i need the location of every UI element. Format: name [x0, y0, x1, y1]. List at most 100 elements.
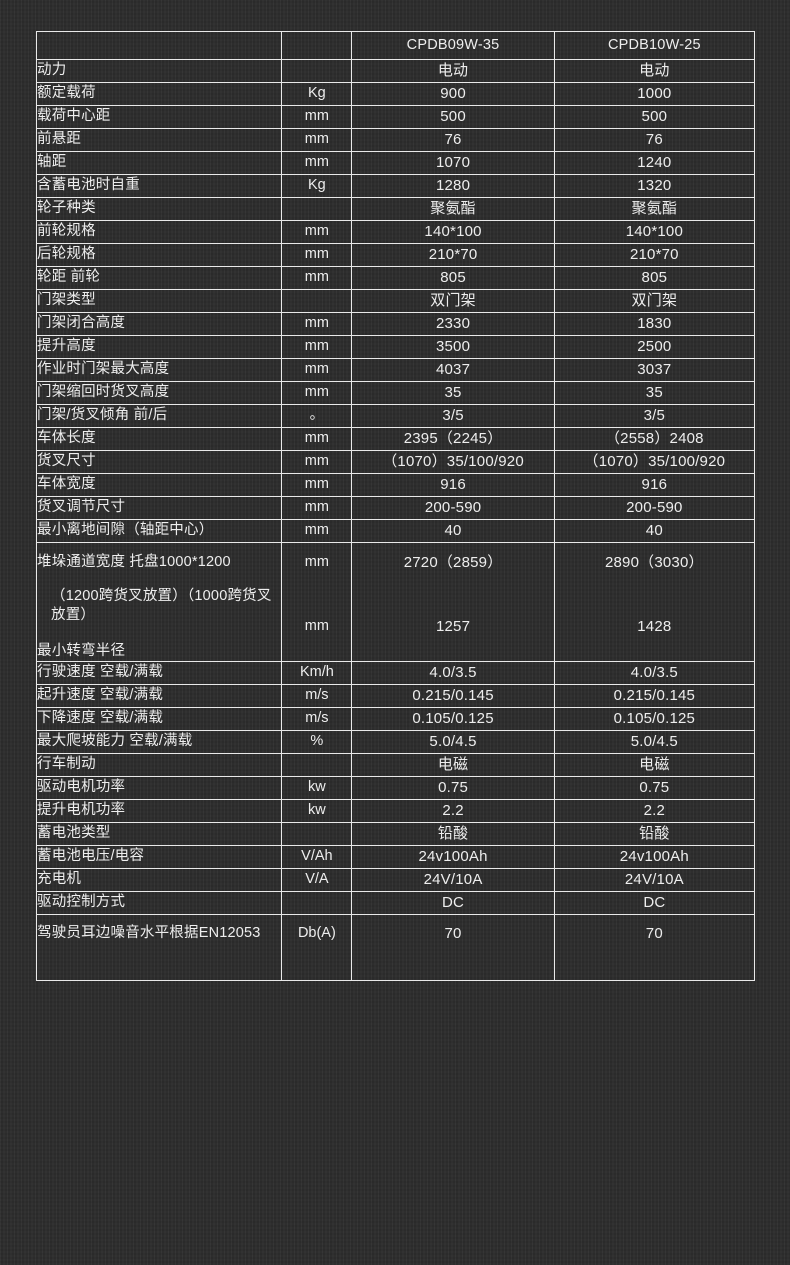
- row-value-model-1-tail-3: 5.0/4.5: [351, 730, 555, 755]
- row-label-11: 门架闭合高度: [35, 312, 283, 336]
- aisle-value-model-1: 2720（2859） 1257: [351, 541, 555, 663]
- row-value-model-2-tail-3: 5.0/4.5: [553, 730, 756, 755]
- row-unit-tail-10: [281, 891, 353, 916]
- row-unit-0: [281, 59, 353, 83]
- row-unit-20: mm: [281, 519, 353, 543]
- row-value-model-2-7: 140*100: [553, 220, 756, 244]
- table-row: 门架类型 双门架 双门架: [35, 289, 756, 313]
- row-label-tail-4: 行车制动: [35, 753, 283, 778]
- row-value-model-1-11: 2330: [351, 312, 555, 336]
- row-value-model-1-tail-9: 24V/10A: [351, 868, 555, 893]
- aisle-label-line-1: 堆垛通道宽度 托盘1000*1200: [37, 554, 231, 570]
- table-row: 货叉尺寸 mm （1070）35/100/920 （1070）35/100/920: [35, 450, 756, 474]
- row-value-model-1-tail-7: 铅酸: [351, 822, 555, 847]
- row-label-tail-6: 提升电机功率: [35, 799, 283, 824]
- table-row-aisle-width: 堆垛通道宽度 托盘1000*1200 （1200跨货叉放置）（1000跨货叉放置）…: [35, 541, 756, 663]
- row-value-model-1-7: 140*100: [351, 220, 555, 244]
- aisle-v1-line-1: 2720（2859）: [403, 554, 503, 571]
- row-unit-3: mm: [281, 128, 353, 152]
- row-value-model-2-15: 3/5: [553, 404, 756, 428]
- row-unit-tail-7: [281, 822, 353, 847]
- row-value-model-1-tail-0: 4.0/3.5: [351, 661, 555, 686]
- aisle-unit-line-1: mm: [304, 554, 329, 570]
- row-value-model-2-4: 1240: [553, 151, 756, 175]
- row-label-15: 门架/货叉倾角 前/后: [35, 404, 283, 428]
- table-row: 轮子种类 聚氨酯 聚氨酯: [35, 197, 756, 221]
- row-value-model-1-6: 聚氨酯: [351, 197, 555, 221]
- row-value-model-1-tail-5: 0.75: [351, 776, 555, 801]
- row-value-model-2-11: 1830: [553, 312, 756, 336]
- row-unit-tail-4: [281, 753, 353, 778]
- row-value-model-2-13: 3037: [553, 358, 756, 382]
- row-unit-tail-5: kw: [281, 776, 353, 801]
- row-label-6: 轮子种类: [35, 197, 283, 221]
- row-value-model-1-1: 900: [351, 82, 555, 106]
- row-label-tail-10: 驱动控制方式: [35, 891, 283, 916]
- row-label-4: 轴距: [35, 151, 283, 175]
- row-unit-11: mm: [281, 312, 353, 336]
- table-row: 蓄电池电压/电容 V/Ah 24v100Ah 24v100Ah: [35, 845, 756, 870]
- row-value-model-1-5: 1280: [351, 174, 555, 198]
- table-row: 提升电机功率 kw 2.2 2.2: [35, 799, 756, 824]
- row-label-13: 作业时门架最大高度: [35, 358, 283, 382]
- table-row: 提升高度 mm 3500 2500: [35, 335, 756, 359]
- row-value-model-2-17: （1070）35/100/920: [553, 450, 756, 474]
- row-value-model-2-9: 805: [553, 266, 756, 290]
- row-value-model-1-10: 双门架: [351, 289, 555, 313]
- row-unit-tail-0: Km/h: [281, 661, 353, 686]
- row-value-model-2-tail-6: 2.2: [553, 799, 756, 824]
- row-value-model-2-tail-5: 0.75: [553, 776, 756, 801]
- row-value-model-2-19: 200-590: [553, 496, 756, 520]
- row-value-model-2-last: 70: [553, 914, 756, 982]
- row-label-0: 动力: [35, 59, 283, 83]
- row-value-model-1-20: 40: [351, 519, 555, 543]
- row-label-2: 载荷中心距: [35, 105, 283, 129]
- aisle-unit-line-3: mm: [304, 618, 329, 635]
- row-unit-7: mm: [281, 220, 353, 244]
- aisle-unit-cell: mm mm: [281, 541, 353, 663]
- row-label-tail-3: 最大爬坡能力 空载/满载: [35, 730, 283, 755]
- row-unit-15: 。: [281, 404, 353, 428]
- row-unit-tail-9: V/A: [281, 868, 353, 893]
- row-value-model-1-13: 4037: [351, 358, 555, 382]
- row-label-1: 额定载荷: [35, 82, 283, 106]
- aisle-label-line-2: （1200跨货叉放置）（1000跨货叉放置）: [51, 587, 272, 624]
- table-row: 前悬距 mm 76 76: [35, 128, 756, 152]
- row-value-model-2-2: 500: [553, 105, 756, 129]
- row-value-model-1-18: 916: [351, 473, 555, 497]
- table-row: 轮距 前轮 mm 805 805: [35, 266, 756, 290]
- row-unit-2: mm: [281, 105, 353, 129]
- row-label-18: 车体宽度: [35, 473, 283, 497]
- row-value-model-1-tail-6: 2.2: [351, 799, 555, 824]
- row-label-tail-9: 充电机: [35, 868, 283, 893]
- row-value-model-1-0: 电动: [351, 59, 555, 83]
- row-unit-tail-8: V/Ah: [281, 845, 353, 870]
- row-unit-tail-6: kw: [281, 799, 353, 824]
- table-row: 动力 电动 电动: [35, 59, 756, 83]
- table-row: 充电机 V/A 24V/10A 24V/10A: [35, 868, 756, 893]
- row-label-8: 后轮规格: [35, 243, 283, 267]
- aisle-v2-line-1: 2890（3030）: [604, 554, 704, 571]
- row-value-model-2-tail-7: 铅酸: [553, 822, 756, 847]
- row-unit-10: [281, 289, 353, 313]
- row-value-model-1-19: 200-590: [351, 496, 555, 520]
- row-unit-19: mm: [281, 496, 353, 520]
- row-label-16: 车体长度: [35, 427, 283, 451]
- row-value-model-1-8: 210*70: [351, 243, 555, 267]
- row-unit-16: mm: [281, 427, 353, 451]
- row-unit-17: mm: [281, 450, 353, 474]
- row-unit-5: Kg: [281, 174, 353, 198]
- table-row: 含蓄电池时自重 Kg 1280 1320: [35, 174, 756, 198]
- row-label-tail-2: 下降速度 空载/满载: [35, 707, 283, 732]
- row-value-model-1-2: 500: [351, 105, 555, 129]
- row-value-model-2-5: 1320: [553, 174, 756, 198]
- row-value-model-2-tail-0: 4.0/3.5: [553, 661, 756, 686]
- row-value-model-1-tail-4: 电磁: [351, 753, 555, 778]
- table-row: 最大爬坡能力 空载/满载% 5.0/4.5 5.0/4.5: [35, 730, 756, 755]
- row-value-model-2-12: 2500: [553, 335, 756, 359]
- row-label-7: 前轮规格: [35, 220, 283, 244]
- table-row: 载荷中心距 mm 500 500: [35, 105, 756, 129]
- table-row: 起升速度 空载/满载 m/s 0.215/0.145 0.215/0.145: [35, 684, 756, 709]
- table-row: 货叉调节尺寸 mm 200-590 200-590: [35, 496, 756, 520]
- row-unit-18: mm: [281, 473, 353, 497]
